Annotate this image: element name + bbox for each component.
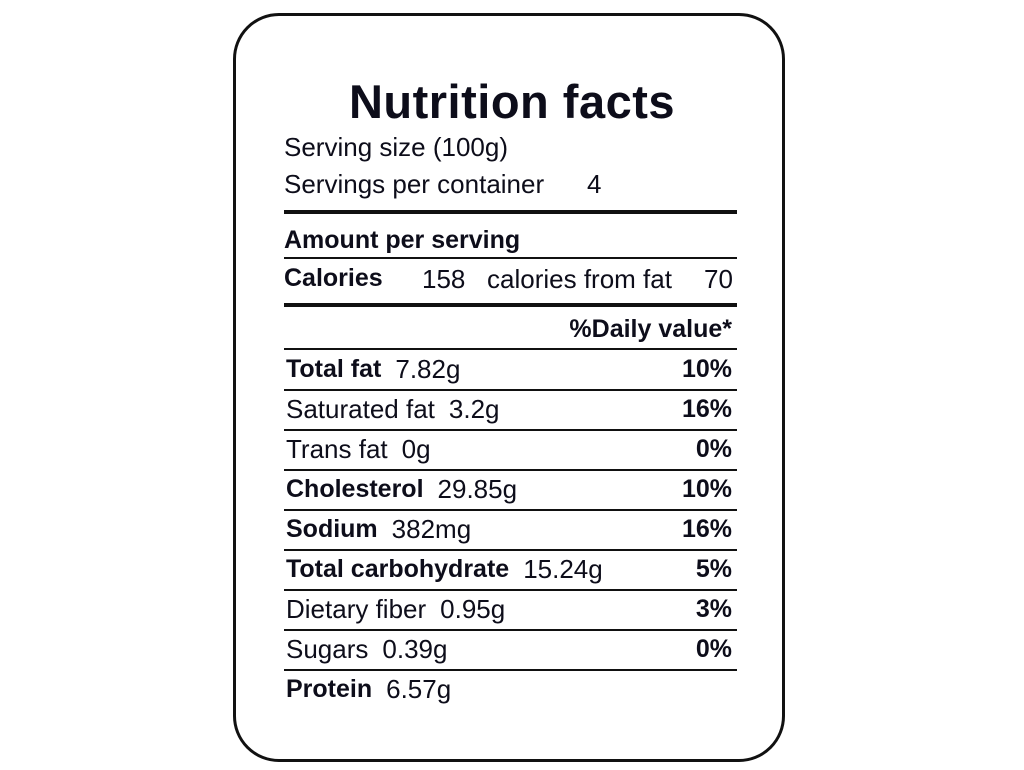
nutrient-name: Total carbohydrate (286, 554, 510, 583)
nutrient-row: Sodium 382mg 16% (286, 514, 732, 544)
nutrient-daily-percent: 3% (695, 594, 732, 623)
calories-from-fat-label: calories from fat (487, 264, 672, 294)
divider (284, 669, 737, 671)
divider (284, 629, 737, 631)
divider (284, 303, 737, 307)
nutrient-row: Dietary fiber 0.95g 3% (286, 594, 732, 624)
nutrient-row: Cholesterol 29.85g 10% (286, 474, 732, 504)
nutrient-row: Trans fat 0g 0% (286, 434, 732, 464)
divider (284, 589, 737, 591)
nutrient-amount: 3.2g (448, 393, 500, 424)
servings-per-container-label: Servings per container (284, 169, 545, 199)
nutrient-name: Total fat (286, 354, 382, 383)
nutrient-amount: 7.82g (395, 353, 461, 384)
nutrient-row: Total carbohydrate 15.24g 5% (286, 554, 732, 584)
label-title: Nutrition facts (348, 75, 676, 128)
nutrient-daily-percent: 16% (681, 514, 732, 543)
nutrient-name: Sodium (286, 514, 378, 543)
divider (284, 257, 737, 259)
daily-value-header: %Daily value* (569, 315, 732, 343)
nutrient-daily-percent: 0% (695, 434, 732, 463)
nutrient-daily-percent: 16% (681, 394, 732, 423)
nutrient-daily-percent: 10% (681, 474, 732, 503)
nutrient-name: Trans fat (286, 433, 388, 464)
servings-per-container-value: 4 (587, 169, 602, 199)
serving-size: Serving size (100g) (284, 132, 508, 162)
amount-per-serving: Amount per serving (284, 226, 521, 254)
calories-label: Calories (284, 264, 383, 292)
nutrient-name: Saturated fat (286, 393, 435, 424)
nutrient-row: Protein 6.57g (286, 674, 732, 704)
nutrient-daily-percent: 10% (681, 354, 732, 383)
label-border (233, 13, 785, 762)
nutrient-row: Sugars 0.39g 0% (286, 634, 732, 664)
nutrient-row: Saturated fat 3.2g 16% (286, 394, 732, 424)
divider (284, 469, 737, 471)
nutrient-amount: 0.95g (440, 593, 506, 624)
divider (284, 348, 737, 350)
calories-from-fat-value: 70 (704, 264, 733, 294)
nutrient-row: Total fat 7.82g 10% (286, 354, 732, 384)
nutrient-daily-percent: 5% (695, 554, 732, 583)
divider (284, 210, 737, 214)
nutrient-amount: 6.57g (386, 673, 452, 704)
divider (284, 509, 737, 511)
nutrient-amount: 0.39g (382, 633, 448, 664)
nutrient-amount: 15.24g (523, 553, 603, 584)
nutrient-name: Dietary fiber (286, 593, 427, 624)
calories-value: 158 (422, 264, 466, 294)
nutrient-amount: 0g (401, 433, 431, 464)
nutrient-name: Protein (286, 674, 373, 703)
nutrient-daily-percent: 0% (695, 634, 732, 663)
nutrient-name: Sugars (286, 633, 369, 664)
nutrient-amount: 382mg (391, 513, 472, 544)
divider (284, 429, 737, 431)
divider (284, 549, 737, 551)
nutrient-name: Cholesterol (286, 474, 424, 503)
divider (284, 389, 737, 391)
nutrient-amount: 29.85g (437, 473, 518, 504)
